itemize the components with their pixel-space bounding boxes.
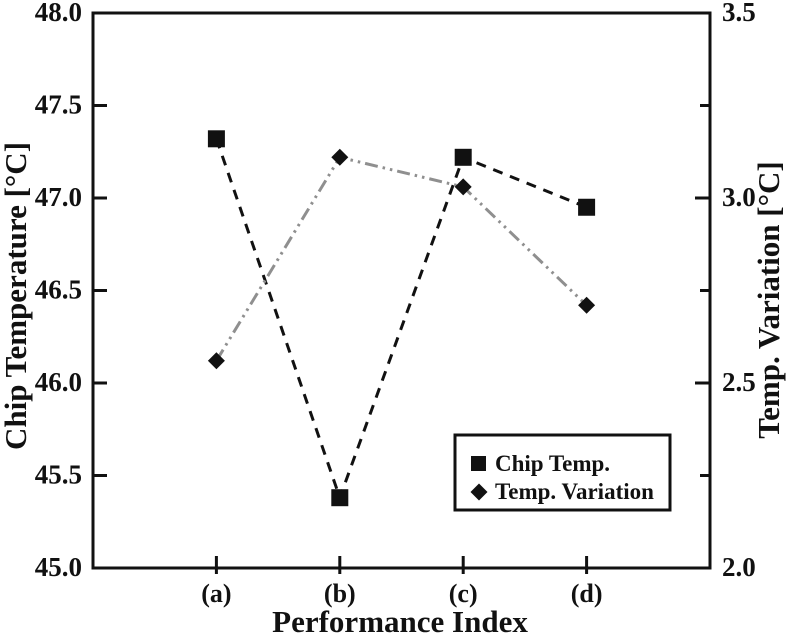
data-point-diamond-marker [207, 352, 225, 370]
right-axis-title: Temp. Variation [°C] [751, 161, 786, 438]
y-left-tick-label: 47.0 [35, 182, 82, 212]
legend: Chip Temp. Temp. Variation [453, 433, 672, 512]
legend-item-label-chip-temp: Chip Temp. [495, 451, 610, 476]
legend-diamond-marker-icon [470, 483, 488, 501]
x-axis-title: Performance Index [272, 604, 528, 638]
left-axis-title: Chip Temperature [°C] [0, 142, 33, 450]
data-point-diamond-marker [331, 148, 349, 166]
data-point-diamond-marker [454, 178, 472, 196]
axes-layer: 48.0 47.5 47.0 46.5 46.0 45.5 45.0 3.5 3.0 2.5 2.0… [35, 0, 756, 608]
data-point-square-marker [207, 130, 225, 148]
x-tick-label: (b) [324, 579, 356, 608]
legend-box [453, 433, 672, 512]
series-line-square [214, 138, 588, 503]
x-tick-label: (c) [449, 579, 478, 608]
y-left-tick-label: 46.0 [35, 367, 82, 397]
y-left-tick-label: 48.0 [35, 0, 82, 27]
data-point-square-marker [578, 198, 596, 216]
plot-frame [91, 11, 712, 570]
y-left-tick-label: 45.0 [35, 552, 82, 582]
legend-square-marker-icon [471, 456, 486, 471]
data-point-square-marker [454, 148, 472, 166]
y-left-tick-label: 45.5 [35, 460, 82, 490]
legend-item-label-temp-variation: Temp. Variation [495, 479, 654, 504]
y-right-tick-label: 3.5 [722, 0, 756, 27]
y-right-tick-label: 2.0 [722, 552, 756, 582]
data-point-diamond-marker [578, 296, 596, 314]
x-tick-label: (d) [571, 579, 603, 608]
y-right-tick-label: 3.0 [722, 182, 756, 212]
y-left-tick-label: 47.5 [35, 90, 82, 120]
series-line-diamond [215, 155, 588, 362]
series-layer [207, 130, 596, 507]
x-tick-label: (a) [201, 579, 231, 608]
data-point-square-marker [331, 489, 349, 507]
y-left-tick-label: 46.5 [35, 275, 82, 305]
y-right-tick-label: 2.5 [722, 367, 756, 397]
